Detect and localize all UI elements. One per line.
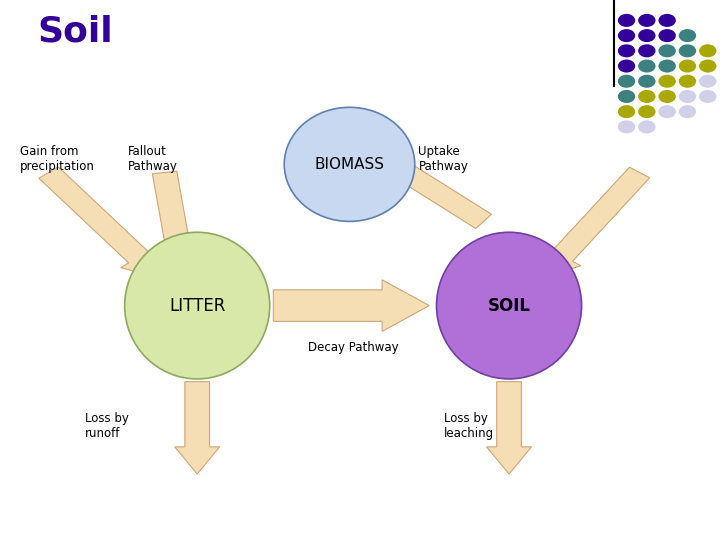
Circle shape (678, 29, 696, 42)
Text: Uptake
Pathway: Uptake Pathway (419, 145, 468, 173)
Circle shape (658, 90, 676, 103)
Text: BIOMASS: BIOMASS (314, 157, 384, 172)
Circle shape (658, 44, 676, 57)
Circle shape (618, 105, 636, 118)
Circle shape (678, 105, 696, 118)
Circle shape (638, 75, 655, 88)
Circle shape (638, 60, 655, 73)
FancyArrow shape (39, 167, 161, 278)
FancyArrow shape (273, 280, 430, 331)
Text: Gain from
precipitation: Gain from precipitation (20, 145, 95, 173)
Text: Decay Pathway: Decay Pathway (308, 341, 398, 354)
Circle shape (658, 75, 676, 88)
Text: Fallout
Pathway: Fallout Pathway (128, 145, 178, 173)
Circle shape (638, 120, 655, 133)
Circle shape (699, 44, 716, 57)
Text: Loss by
leaching: Loss by leaching (444, 412, 494, 440)
Circle shape (699, 90, 716, 103)
FancyArrow shape (542, 167, 649, 278)
Circle shape (618, 29, 636, 42)
Circle shape (658, 14, 676, 27)
Circle shape (638, 105, 655, 118)
Circle shape (699, 60, 716, 73)
Ellipse shape (284, 108, 415, 221)
FancyArrow shape (175, 382, 220, 474)
Circle shape (658, 29, 676, 42)
Circle shape (658, 60, 676, 73)
Circle shape (678, 60, 696, 73)
Circle shape (618, 60, 636, 73)
Circle shape (638, 29, 655, 42)
Text: SOIL: SOIL (488, 296, 531, 314)
Circle shape (678, 44, 696, 57)
Text: Soil: Soil (38, 15, 114, 49)
Circle shape (618, 44, 636, 57)
FancyArrow shape (486, 382, 531, 474)
Text: Loss by
runoff: Loss by runoff (84, 412, 129, 440)
Circle shape (658, 105, 676, 118)
Text: LITTER: LITTER (169, 296, 226, 314)
Circle shape (618, 120, 636, 133)
Ellipse shape (124, 232, 269, 379)
Circle shape (638, 44, 655, 57)
FancyArrow shape (152, 171, 200, 273)
Circle shape (678, 75, 696, 88)
Circle shape (618, 75, 636, 88)
Circle shape (699, 75, 716, 88)
Ellipse shape (437, 232, 582, 379)
FancyArrow shape (371, 151, 491, 228)
Circle shape (618, 90, 636, 103)
Circle shape (618, 14, 636, 27)
Circle shape (638, 14, 655, 27)
Circle shape (678, 90, 696, 103)
Circle shape (638, 90, 655, 103)
